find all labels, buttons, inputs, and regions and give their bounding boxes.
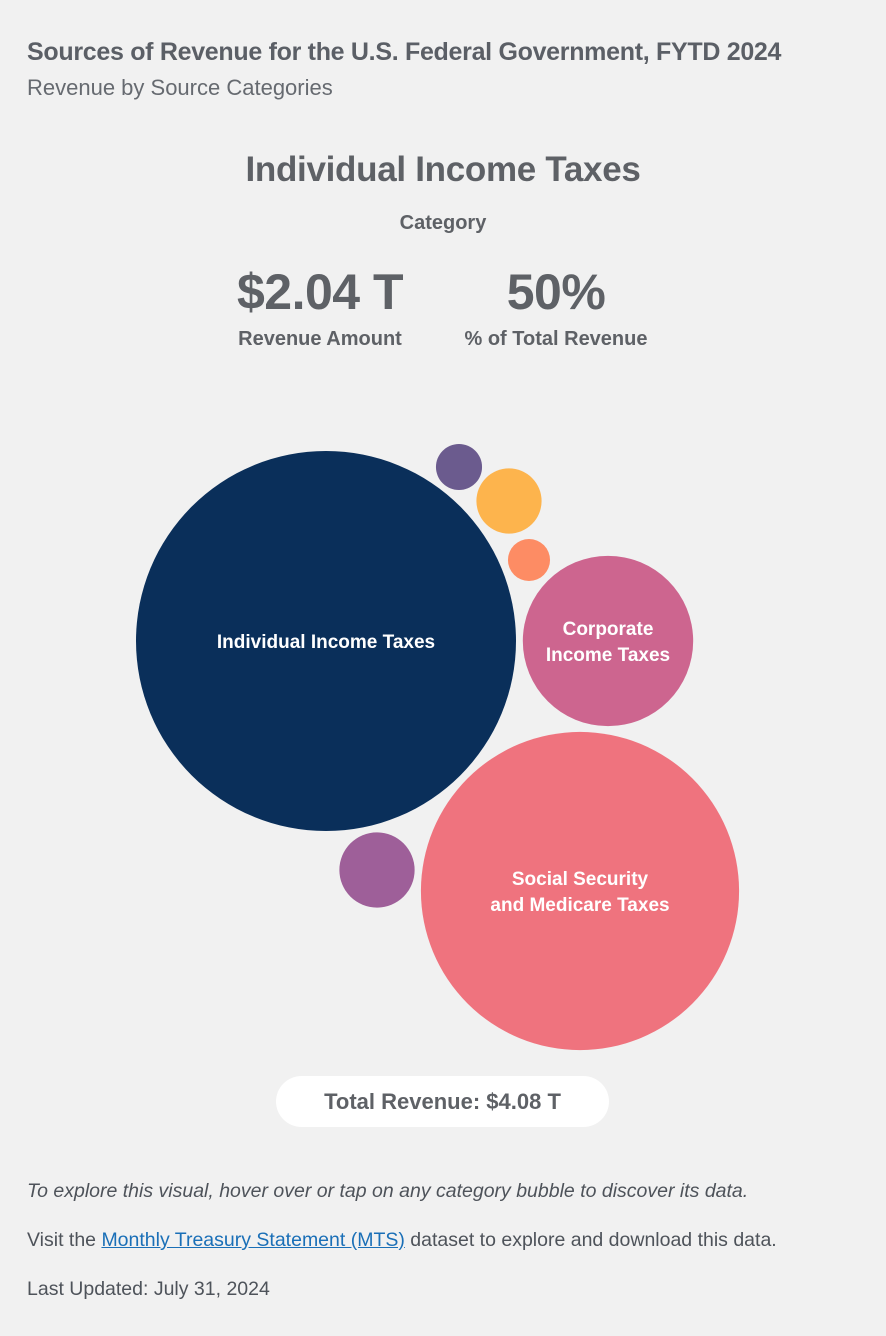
total-revenue-pill: Total Revenue: $4.08 T xyxy=(276,1076,609,1127)
bubble-social-security-medicare-taxes-label: and Medicare Taxes xyxy=(490,895,669,916)
selected-category-panel: Individual Income Taxes Category xyxy=(0,150,886,235)
bubble-individual-income-taxes-label: Individual Income Taxes xyxy=(217,632,435,653)
bubble-social-security-medicare-taxes-label: Social Security xyxy=(512,869,649,890)
percent-total-stat: 50% % of Total Revenue xyxy=(436,262,676,351)
bubble-individual-income-taxes[interactable]: Individual Income Taxes xyxy=(136,451,516,831)
chart-subtitle: Revenue by Source Categories xyxy=(27,75,333,100)
mts-dataset-link[interactable]: Monthly Treasury Statement (MTS) xyxy=(101,1229,405,1251)
bubble-individual-income-taxes-circle[interactable] xyxy=(136,451,516,831)
revenue-amount-value: $2.04 T xyxy=(236,264,404,320)
bubble-social-security-medicare-taxes-circle[interactable] xyxy=(420,731,740,1051)
dataset-note-suffix: dataset to explore and download this dat… xyxy=(410,1229,777,1251)
percent-total-label: % of Total Revenue xyxy=(464,328,648,350)
chart-header: Sources of Revenue for the U.S. Federal … xyxy=(27,38,781,101)
explore-hint: To explore this visual, hover over or ta… xyxy=(27,1180,749,1202)
bubble-corporate-income-taxes-circle[interactable] xyxy=(522,555,694,727)
bubble-social-security-medicare-taxes[interactable]: Social Security and Medicare Taxes xyxy=(420,731,740,1051)
bubble-category-5[interactable] xyxy=(476,468,542,534)
bubble-category-6[interactable] xyxy=(435,443,483,491)
bubble-corporate-income-taxes-label: Corporate xyxy=(563,619,654,640)
bubble-category-5-circle[interactable] xyxy=(476,468,542,534)
dataset-note-prefix: Visit the xyxy=(27,1229,97,1251)
chart-footer: To explore this visual, hover over or ta… xyxy=(27,1180,867,1301)
chart-title: Sources of Revenue for the U.S. Federal … xyxy=(27,38,782,66)
revenue-amount-stat: $2.04 T Revenue Amount xyxy=(200,262,440,351)
selected-category-name: Individual Income Taxes xyxy=(245,150,641,189)
bubble-category-4[interactable] xyxy=(339,832,415,908)
percent-total-value: 50% xyxy=(506,264,606,320)
dataset-note: Visit the Monthly Treasury Statement (MT… xyxy=(27,1229,867,1252)
bubble-category-6-circle[interactable] xyxy=(435,443,483,491)
bubble-corporate-income-taxes-label: Income Taxes xyxy=(546,645,670,666)
bubble-category-7-circle[interactable] xyxy=(507,538,551,582)
bubble-corporate-income-taxes[interactable]: Corporate Income Taxes xyxy=(522,555,694,727)
bubble-category-4-circle[interactable] xyxy=(339,832,415,908)
last-updated: Last Updated: July 31, 2024 xyxy=(27,1278,270,1300)
selected-category-label: Category xyxy=(399,212,487,234)
revenue-amount-label: Revenue Amount xyxy=(238,328,402,350)
bubble-category-7[interactable] xyxy=(507,538,551,582)
